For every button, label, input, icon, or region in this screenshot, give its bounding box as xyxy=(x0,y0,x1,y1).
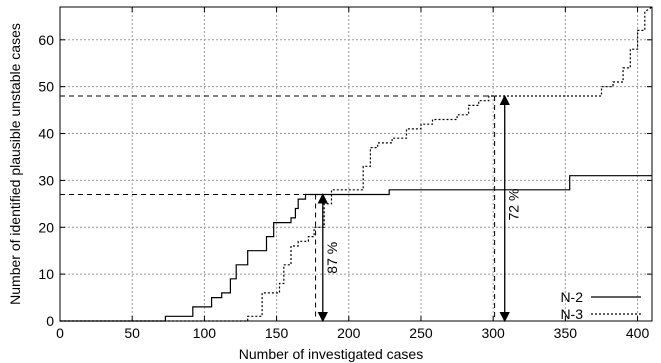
y-tick-label: 40 xyxy=(38,126,54,142)
x-tick-label: 0 xyxy=(56,325,64,341)
series-layer xyxy=(60,6,653,322)
x-tick-label: 350 xyxy=(554,325,578,341)
y-tick-label: 60 xyxy=(38,32,54,48)
legend-label-n3: N-3 xyxy=(560,306,583,322)
x-tick-label: 200 xyxy=(337,325,361,341)
x-tick-label: 250 xyxy=(409,325,433,341)
ticks-layer: 0 50 100 150 200 250 300 350 400 0 10 20 30 40 50 60 xyxy=(38,7,652,341)
x-tick-label: 150 xyxy=(265,325,289,341)
legend-label-n2: N-2 xyxy=(560,289,583,305)
y-tick-label: 30 xyxy=(38,172,54,188)
y-tick-label: 50 xyxy=(38,79,54,95)
y-tick-label: 20 xyxy=(38,219,54,235)
grid xyxy=(60,7,652,321)
y-tick-label: 10 xyxy=(38,266,54,282)
series-line-n2 xyxy=(60,175,652,322)
annotation-layer: 87 % 72 % xyxy=(317,94,522,323)
reference-lines xyxy=(60,95,496,321)
annotation-label-1: 72 % xyxy=(506,189,522,221)
x-tick-label: 100 xyxy=(193,325,217,341)
annotation-label-0: 87 % xyxy=(324,242,340,274)
x-tick-label: 300 xyxy=(481,325,505,341)
y-tick-label: 0 xyxy=(46,313,54,329)
legend: N-2 N-3 xyxy=(560,289,641,322)
x-tick-label: 400 xyxy=(626,325,650,341)
x-tick-label: 50 xyxy=(124,325,140,341)
plot-frame xyxy=(59,6,653,322)
y-axis-label: Number of identified plausible unstable … xyxy=(7,23,23,305)
x-axis-label: Number of investigated cases xyxy=(239,346,423,362)
series-line-n3 xyxy=(60,6,653,322)
